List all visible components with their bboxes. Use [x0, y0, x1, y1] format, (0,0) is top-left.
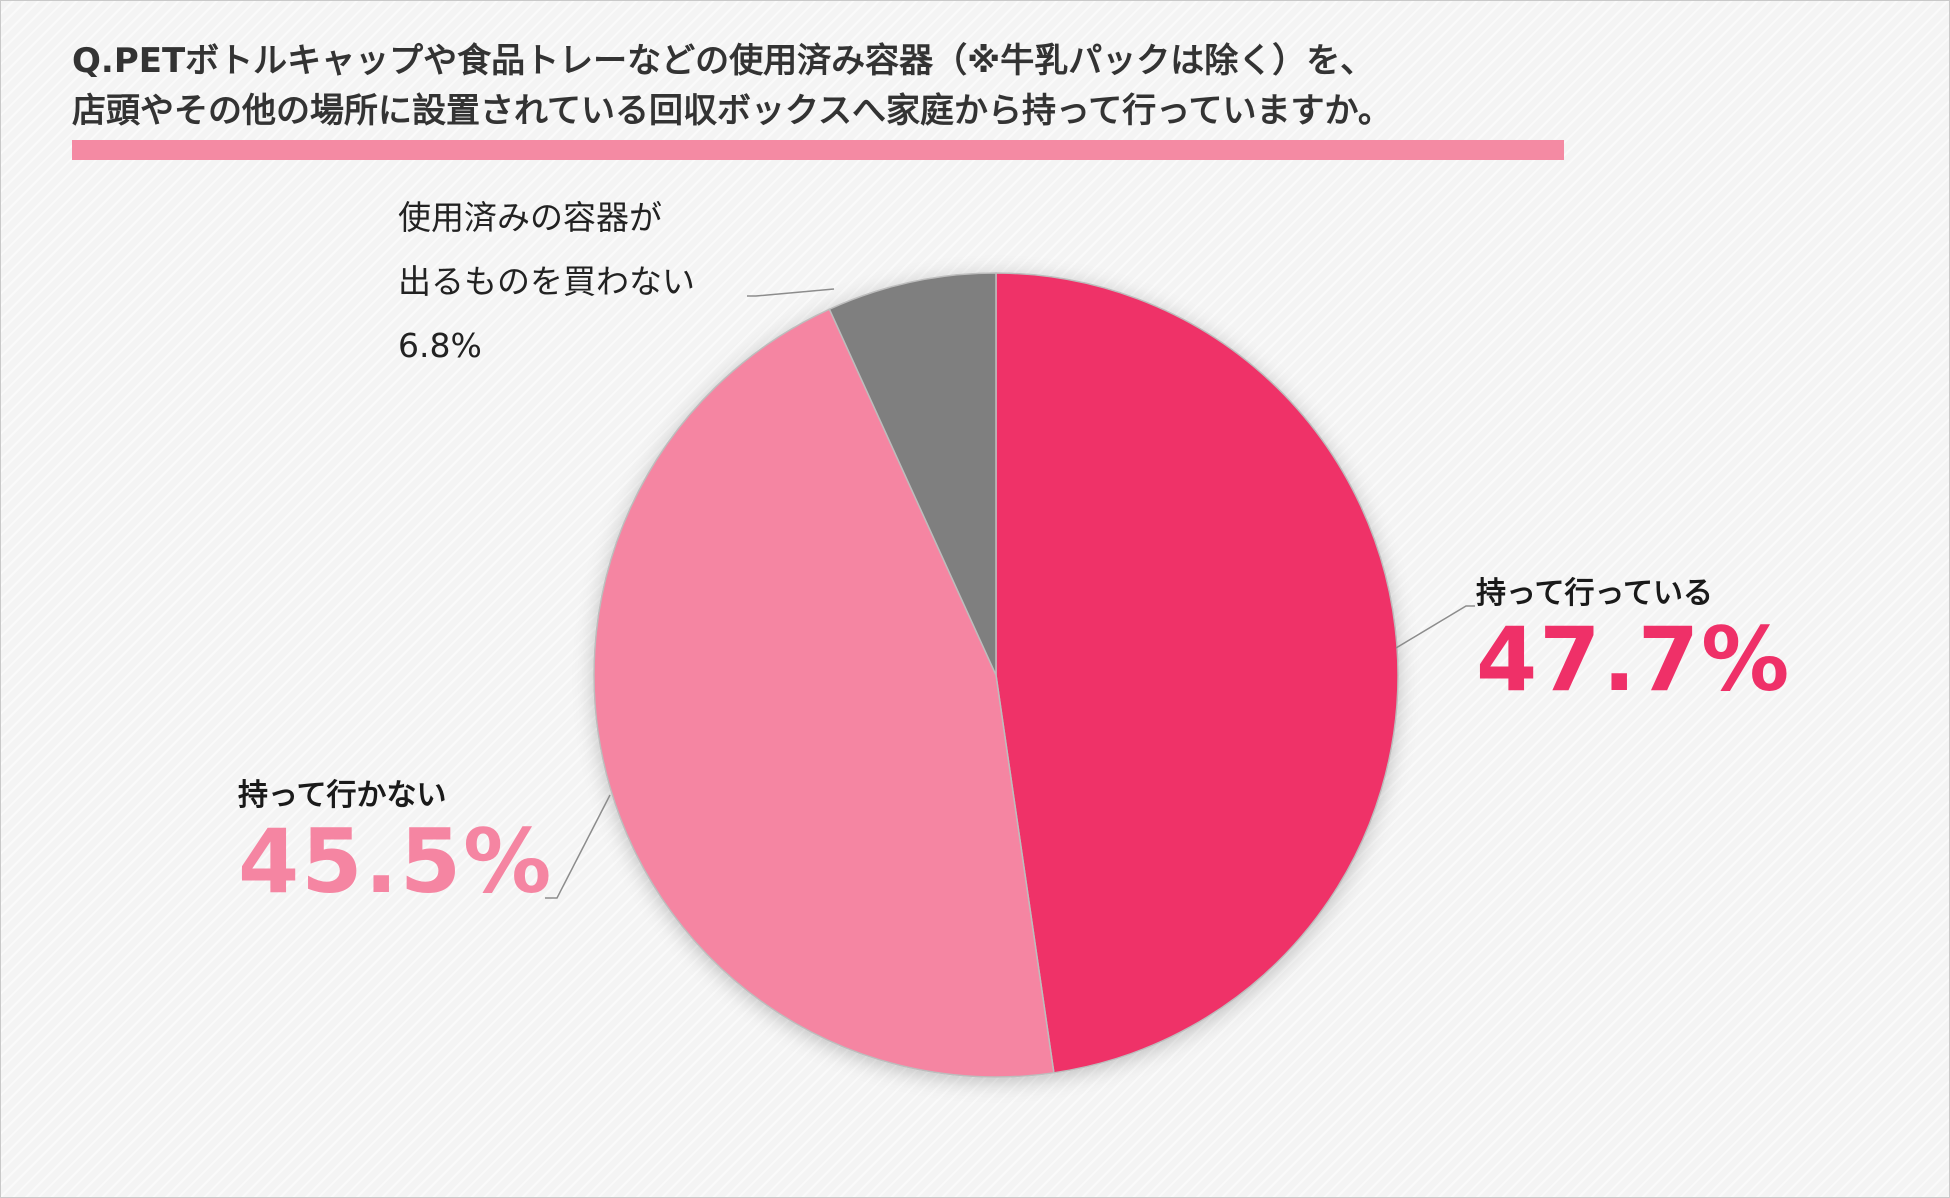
- chart-title-line-1: Q.PETボトルキャップや食品トレーなどの使用済み容器（※牛乳パックは除く）を、: [72, 41, 1375, 81]
- chart-title-line-2: 店頭やその他の場所に設置されている回収ボックスへ家庭から持って行っていますか。: [72, 91, 1392, 131]
- label-no-buy-name-line-2: 出るものを買わない: [398, 262, 695, 301]
- leader-line-no-buy: [747, 288, 835, 297]
- pie-slice-no-buy: [828, 272, 997, 676]
- chart-title: Q.PETボトルキャップや食品トレーなどの使用済み容器（※牛乳パックは除く）を、…: [72, 36, 1572, 136]
- label-no-buy: 使用済みの容器が 出るものを買わない 6.8%: [398, 186, 695, 378]
- label-not-go-name: 持って行かない: [238, 778, 447, 813]
- pie-slice-not-go: [593, 308, 1055, 1078]
- label-not-go-value: 45.5%: [238, 810, 554, 913]
- leader-line-not-go: [545, 794, 611, 899]
- label-no-buy-value: 6.8%: [398, 326, 482, 365]
- pie-slices: [593, 272, 1399, 1078]
- label-not-go: 持って行かない 45.5%: [238, 770, 553, 910]
- pie-slice-go: [995, 272, 1399, 1074]
- label-go-name: 持って行っている: [1476, 576, 1713, 611]
- label-go-value: 47.7%: [1476, 608, 1792, 711]
- title-underline-bar: [72, 140, 1564, 160]
- label-go: 持って行っている 47.7%: [1476, 568, 1791, 708]
- label-no-buy-name-line-1: 使用済みの容器が: [398, 198, 662, 237]
- leader-line-go: [1395, 605, 1475, 649]
